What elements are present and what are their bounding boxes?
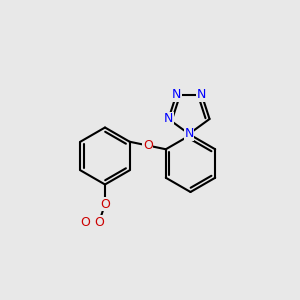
Text: N: N bbox=[164, 112, 173, 125]
Text: N: N bbox=[172, 88, 181, 101]
Text: N: N bbox=[184, 128, 194, 140]
Text: O: O bbox=[100, 197, 110, 211]
Text: O: O bbox=[94, 216, 104, 229]
Text: O: O bbox=[81, 216, 90, 229]
Text: N: N bbox=[197, 88, 206, 101]
Text: O: O bbox=[143, 139, 153, 152]
